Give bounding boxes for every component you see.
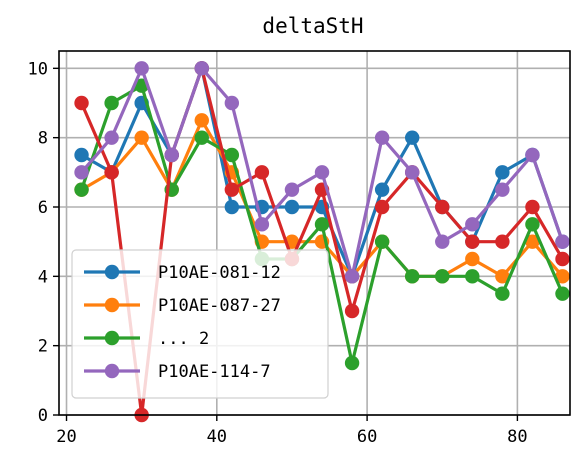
legend-marker-1 (104, 297, 120, 313)
data-point-s4 (555, 234, 570, 249)
data-point-s1 (194, 113, 209, 128)
data-point-s2 (344, 355, 360, 371)
data-point-s2 (314, 217, 330, 232)
data-point-s1 (555, 269, 570, 284)
x-tick-label: 40 (207, 427, 227, 447)
chart-title: deltaStH (262, 14, 363, 38)
data-point-s2 (525, 217, 540, 232)
data-point-s3 (254, 165, 270, 180)
data-point-s2 (224, 147, 240, 163)
data-point-s3 (465, 234, 480, 249)
data-point-s0 (404, 130, 420, 145)
legend-marker-0 (104, 264, 120, 280)
data-point-s2 (435, 269, 450, 284)
legend-marker-4 (104, 363, 120, 379)
data-point-s2 (74, 182, 89, 197)
x-tick-label: 20 (56, 427, 76, 447)
y-tick-label: 2 (38, 337, 48, 357)
plot-frame (58, 50, 571, 416)
data-point-s3 (435, 199, 450, 215)
data-point-s4 (224, 95, 240, 111)
legend-label-0: P10AE-081-12 (158, 263, 281, 283)
data-point-s2 (104, 95, 119, 111)
data-point-s4 (254, 217, 270, 232)
y-tick-label: 0 (38, 406, 48, 426)
y-tick-label: 10 (28, 59, 48, 79)
legend-label-4: P10AE-114-7 (158, 362, 271, 382)
data-point-s0 (224, 199, 240, 215)
data-point-s2 (374, 234, 390, 249)
x-tick-label: 60 (357, 427, 377, 447)
legend-label-1: P10AE-087-27 (158, 296, 281, 316)
data-point-s4 (495, 182, 510, 197)
data-point-s3 (344, 303, 360, 319)
data-point-s4 (134, 61, 149, 76)
y-tick-label: 6 (38, 198, 48, 218)
legend: P10AE-081-12 P10AE-087-27 ... 2 P10AE-114-7 (71, 249, 329, 399)
legend-marker-2 (104, 330, 120, 346)
data-point-s0 (74, 147, 89, 163)
data-point-s4 (525, 147, 540, 163)
data-point-s1 (525, 234, 540, 249)
data-point-s3 (74, 95, 89, 111)
data-point-s3 (374, 199, 390, 215)
data-point-s3 (495, 234, 510, 249)
data-point-s4 (104, 130, 119, 145)
data-point-s3 (104, 165, 119, 180)
x-tick-label: 80 (507, 427, 527, 447)
data-point-s4 (194, 61, 209, 76)
data-point-s4 (344, 269, 360, 284)
data-point-s4 (435, 234, 450, 249)
y-tick-label: 8 (38, 129, 48, 149)
data-point-s1 (465, 251, 480, 267)
data-point-s3 (525, 199, 540, 215)
data-point-s4 (374, 130, 390, 145)
data-point-s3 (224, 182, 240, 197)
data-point-s0 (284, 199, 300, 215)
data-point-s1 (134, 130, 149, 145)
data-point-s4 (74, 165, 89, 180)
series-group (74, 61, 570, 423)
data-point-s4 (164, 147, 179, 163)
data-point-s4 (404, 165, 420, 180)
data-point-s2 (194, 130, 209, 145)
data-point-s2 (465, 269, 480, 284)
data-point-s0 (495, 165, 510, 180)
data-point-s2 (404, 269, 420, 284)
data-point-s4 (284, 182, 300, 197)
legend-box (71, 249, 329, 399)
data-point-s3 (555, 251, 570, 267)
data-point-s4 (465, 217, 480, 232)
y-tick-label: 4 (38, 267, 48, 287)
data-point-s1 (495, 269, 510, 284)
data-point-s4 (314, 165, 330, 180)
legend-label-2: ... 2 (158, 329, 209, 349)
data-point-s2 (555, 286, 570, 301)
data-point-s0 (374, 182, 390, 197)
data-point-s2 (495, 286, 510, 301)
